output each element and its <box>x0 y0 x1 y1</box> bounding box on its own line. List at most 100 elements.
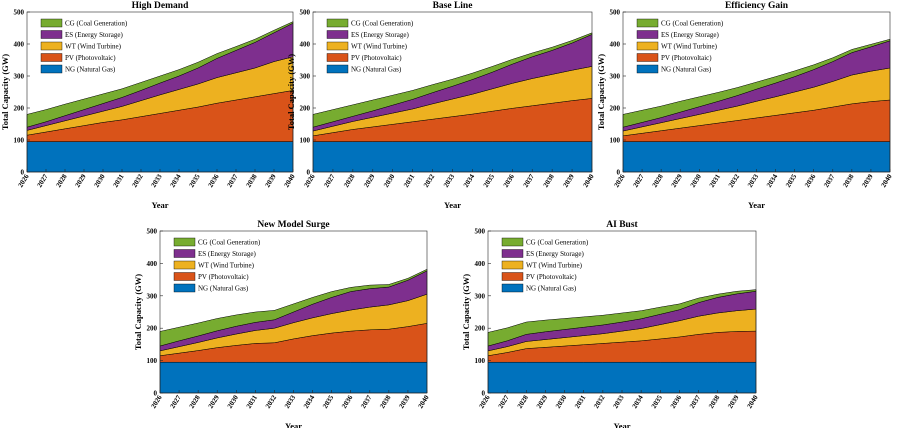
x-tick-label: 2027 <box>632 172 646 189</box>
y-tick-label: 0 <box>307 169 311 177</box>
x-tick-label: 2035 <box>784 172 798 189</box>
x-tick-label: 2035 <box>321 393 335 410</box>
x-tick-label: 2037 <box>225 172 239 189</box>
x-tick-label: 2033 <box>149 172 163 189</box>
x-tick-label: 2033 <box>442 172 456 189</box>
legend-label-cg: CG (Coal Generation) <box>526 239 589 247</box>
legend-swatch-es <box>173 249 196 258</box>
x-tick-label: 2026 <box>612 172 626 189</box>
x-tick-label: 2036 <box>340 393 354 410</box>
legend-label-pv: PV (Photovoltaic) <box>198 273 249 281</box>
y-tick-label: 400 <box>300 41 311 49</box>
y-tick-label: 400 <box>14 41 25 49</box>
x-tick-label: 2028 <box>651 172 665 189</box>
x-tick-label: 2034 <box>631 393 645 410</box>
x-tick-label: 2031 <box>708 172 722 189</box>
legend-swatch-ng <box>326 64 349 74</box>
legend-label-wt: WT (Wind Turbine) <box>661 43 718 51</box>
y-tick-label: 0 <box>21 169 25 177</box>
y-tick-label: 500 <box>610 9 621 17</box>
x-tick-label: 2033 <box>611 393 625 410</box>
legend-label-cg: CG (Coal Generation) <box>198 239 261 247</box>
x-tick-label: 2040 <box>745 393 759 410</box>
chart-panel-1: 0 100 200 300 400 500 2026 2027 2028 2029 2030 2031… <box>286 1 596 210</box>
legend-swatch-pv <box>636 53 659 62</box>
x-tick-label: 2026 <box>302 172 316 189</box>
x-tick-label: 2028 <box>54 172 68 189</box>
x-tick-label: 2040 <box>879 172 893 189</box>
legend-swatch-es <box>40 30 63 39</box>
legend-swatch-es <box>636 30 659 39</box>
x-tick-label: 2030 <box>689 172 703 189</box>
legend-swatch-wt <box>326 41 349 51</box>
x-tick-label: 2030 <box>554 393 568 410</box>
x-tick-label: 2028 <box>188 393 202 410</box>
y-tick-label: 500 <box>300 9 311 17</box>
x-tick-label: 2032 <box>727 172 741 189</box>
y-tick-label: 0 <box>617 169 621 177</box>
x-tick-label: 2032 <box>422 172 436 189</box>
legend-swatch-ng <box>173 283 196 293</box>
y-tick-label: 200 <box>475 325 486 333</box>
y-tick-label: 100 <box>300 137 311 145</box>
chart-panel-4: 0 100 200 300 400 500 2026 2027 2028 2029 2030 2031… <box>461 220 760 428</box>
legend: CG (Coal Generation) ES (Energy Storage) W… <box>326 18 414 74</box>
legend-label-es: ES (Energy Storage) <box>198 250 256 258</box>
x-tick-label: 2032 <box>592 393 606 410</box>
x-tick-label: 2031 <box>245 393 259 410</box>
legend-label-ng: NG (Natural Gas) <box>351 66 402 74</box>
x-tick-label: 2031 <box>573 393 587 410</box>
y-tick-label: 300 <box>610 73 621 81</box>
legend-label-pv: PV (Photovoltaic) <box>526 273 577 281</box>
legend-label-pv: PV (Photovoltaic) <box>661 54 712 62</box>
legend-swatch-cg <box>173 237 196 247</box>
legend-label-wt: WT (Wind Turbine) <box>198 262 255 270</box>
area-ng <box>312 141 593 173</box>
x-tick-label: 2038 <box>707 393 721 410</box>
x-axis-label: Year <box>285 421 302 428</box>
legend-swatch-pv <box>173 272 196 281</box>
y-axis-label: Total Capacity (GW) <box>461 274 471 350</box>
legend-swatch-pv <box>40 53 63 62</box>
y-tick-label: 500 <box>475 228 486 236</box>
x-axis-label: Year <box>614 421 631 428</box>
x-tick-label: 2038 <box>542 172 556 189</box>
x-axis-label: Year <box>444 200 461 210</box>
x-tick-label: 2037 <box>688 393 702 410</box>
y-tick-label: 500 <box>147 228 158 236</box>
x-tick-label: 2030 <box>92 172 106 189</box>
x-tick-label: 2032 <box>130 172 144 189</box>
y-tick-label: 200 <box>610 105 621 113</box>
y-tick-label: 200 <box>147 325 158 333</box>
legend-label-wt: WT (Wind Turbine) <box>351 43 408 51</box>
legend-swatch-cg <box>326 18 349 28</box>
x-tick-label: 2033 <box>746 172 760 189</box>
x-tick-label: 2039 <box>562 172 576 189</box>
legend-label-es: ES (Energy Storage) <box>526 250 584 258</box>
area-ng <box>159 361 428 394</box>
y-tick-label: 100 <box>14 137 25 145</box>
x-tick-label: 2027 <box>497 393 511 410</box>
chart-panel-2: 0 100 200 300 400 500 2026 2027 2028 2029 2030 2031… <box>596 1 894 210</box>
legend-label-pv: PV (Photovoltaic) <box>351 54 402 62</box>
chart-title: High Demand <box>132 1 189 11</box>
legend-label-ng: NG (Natural Gas) <box>661 66 712 74</box>
x-tick-label: 2026 <box>149 393 163 410</box>
legend-label-pv: PV (Photovoltaic) <box>65 54 116 62</box>
x-tick-label: 2039 <box>263 172 277 189</box>
x-axis-label: Year <box>152 200 169 210</box>
y-tick-label: 100 <box>610 137 621 145</box>
legend-label-cg: CG (Coal Generation) <box>351 20 414 28</box>
y-tick-label: 500 <box>14 9 25 17</box>
legend-label-wt: WT (Wind Turbine) <box>65 43 122 51</box>
legend-swatch-cg <box>40 18 63 28</box>
x-tick-label: 2030 <box>382 172 396 189</box>
legend-label-cg: CG (Coal Generation) <box>661 20 724 28</box>
x-tick-label: 2032 <box>264 393 278 410</box>
x-tick-label: 2035 <box>482 172 496 189</box>
x-tick-label: 2029 <box>207 393 221 410</box>
y-tick-label: 100 <box>475 357 486 365</box>
y-tick-label: 400 <box>147 260 158 268</box>
x-tick-label: 2030 <box>226 393 240 410</box>
area-ng <box>26 141 294 173</box>
